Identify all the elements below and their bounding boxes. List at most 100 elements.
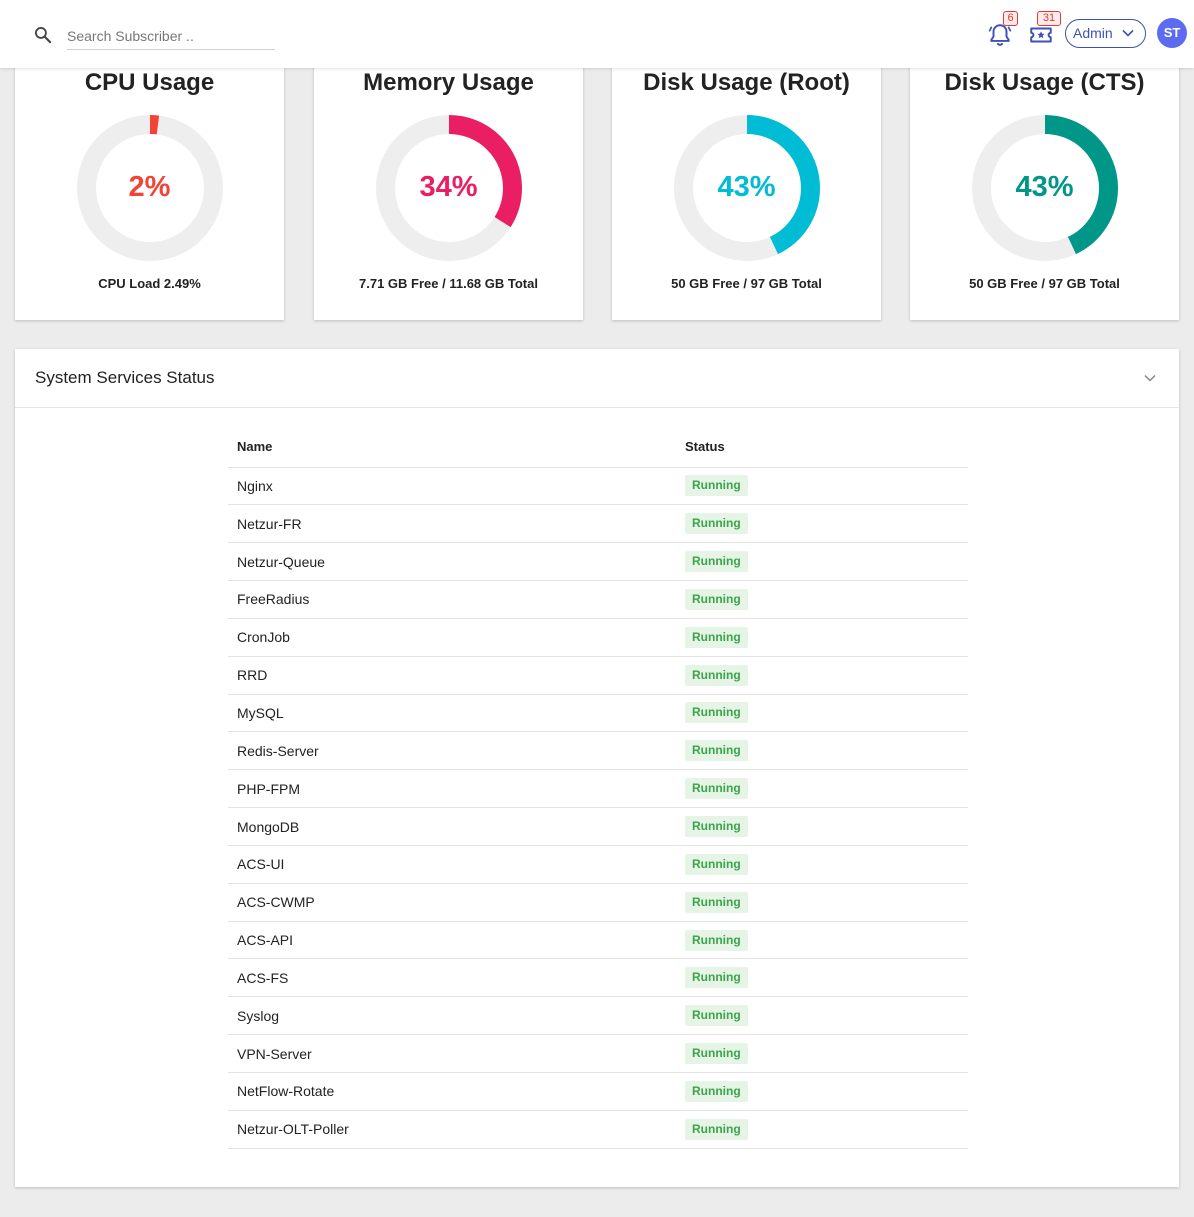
card-title: CPU Usage xyxy=(84,69,215,96)
cpu-usage-card: CPU Usage 2% CPU Load 2.49% xyxy=(15,50,284,320)
service-name: Netzur-FR xyxy=(228,504,676,544)
role-dropdown-button[interactable]: Admin xyxy=(1065,19,1146,48)
card-subtitle: 50 GB Free / 97 GB Total xyxy=(969,276,1120,291)
status-badge: Running xyxy=(685,929,748,951)
status-badge: Running xyxy=(685,740,748,762)
service-name: Redis-Server xyxy=(228,731,676,771)
disk-cts-usage-card: Disk Usage (CTS) 43% 50 GB Free / 97 GB … xyxy=(910,50,1179,320)
service-status-cell: Running xyxy=(676,467,968,506)
tickets-count-badge: 31 xyxy=(1037,11,1061,26)
system-services-panel: System Services Status Name Status Nginx… xyxy=(15,349,1179,1187)
service-name: ACS-API xyxy=(228,921,676,960)
service-status-cell: Running xyxy=(676,1072,968,1111)
table-row: Redis-Server Running xyxy=(228,731,968,771)
services-table: Name Status Nginx Running Netzur-FR Running… xyxy=(228,427,968,1149)
service-status-cell: Running xyxy=(676,807,968,846)
gauge-arc xyxy=(674,115,820,261)
status-badge: Running xyxy=(685,816,748,838)
table-row: CronJob Running xyxy=(228,618,968,657)
status-badge: Running xyxy=(685,702,748,724)
gauge-value: 34% xyxy=(419,171,478,203)
status-badge: Running xyxy=(685,778,748,800)
memory-usage-card: Memory Usage 34% 7.71 GB Free / 11.68 GB… xyxy=(314,50,583,320)
gauge-arc xyxy=(77,115,223,261)
table-row: ACS-FS Running xyxy=(228,958,968,998)
panel-title: System Services Status xyxy=(35,368,215,387)
service-name: MongoDB xyxy=(228,807,676,846)
status-badge: Running xyxy=(685,475,748,497)
column-header-status: Status xyxy=(676,427,968,468)
service-status-cell: Running xyxy=(676,883,968,922)
table-row: MongoDB Running xyxy=(228,807,968,846)
table-row: RRD Running xyxy=(228,656,968,695)
gauge-arc xyxy=(376,115,522,261)
service-name: Nginx xyxy=(228,467,676,506)
tickets-icon[interactable] xyxy=(1028,22,1054,48)
role-label: Admin xyxy=(1073,25,1113,41)
disk-root-usage-card: Disk Usage (Root) 43% 50 GB Free / 97 GB… xyxy=(612,50,881,320)
table-row: MySQL Running xyxy=(228,694,968,733)
avatar[interactable]: ST xyxy=(1157,18,1187,48)
service-name: CronJob xyxy=(228,618,676,657)
column-header-name: Name xyxy=(228,427,676,468)
disk-cts-usage-gauge xyxy=(972,115,1118,261)
service-status-cell: Running xyxy=(676,504,968,544)
service-name: ACS-CWMP xyxy=(228,883,676,922)
card-title: Memory Usage xyxy=(363,69,534,96)
table-row: Netzur-FR Running xyxy=(228,504,968,544)
panel-header[interactable]: System Services Status xyxy=(15,349,1179,408)
service-status-cell: Running xyxy=(676,1110,968,1149)
service-name: PHP-FPM xyxy=(228,769,676,809)
search-input[interactable] xyxy=(67,22,275,50)
status-badge: Running xyxy=(685,1043,748,1065)
status-badge: Running xyxy=(685,588,748,610)
service-status-cell: Running xyxy=(676,769,968,809)
notifications-count-badge: 6 xyxy=(1003,11,1018,26)
chevron-down-icon[interactable] xyxy=(1143,371,1157,385)
status-badge: Running xyxy=(685,891,748,913)
service-status-cell: Running xyxy=(676,731,968,771)
table-row: ACS-CWMP Running xyxy=(228,883,968,922)
service-status-cell: Running xyxy=(676,580,968,619)
service-status-cell: Running xyxy=(676,694,968,733)
memory-usage-gauge xyxy=(376,115,522,261)
notifications-bell-icon[interactable] xyxy=(987,22,1013,48)
service-status-cell: Running xyxy=(676,542,968,582)
service-status-cell: Running xyxy=(676,921,968,960)
cpu-usage-gauge xyxy=(77,115,223,261)
card-title: Disk Usage (CTS) xyxy=(944,69,1145,96)
table-row: NetFlow-Rotate Running xyxy=(228,1072,968,1111)
service-name: Syslog xyxy=(228,996,676,1036)
search-icon[interactable] xyxy=(33,25,53,45)
card-subtitle: CPU Load 2.49% xyxy=(98,276,201,291)
top-bar: 6 31 Admin ST xyxy=(0,0,1194,68)
service-status-cell: Running xyxy=(676,958,968,998)
table-header-row: Name Status xyxy=(228,427,968,468)
table-row: FreeRadius Running xyxy=(228,580,968,619)
disk-root-usage-gauge xyxy=(674,115,820,261)
service-name: ACS-UI xyxy=(228,845,676,884)
status-badge: Running xyxy=(685,664,748,686)
status-badge: Running xyxy=(685,1080,748,1102)
gauge-arc xyxy=(972,115,1118,261)
gauge-value: 43% xyxy=(717,171,776,203)
status-badge: Running xyxy=(685,626,748,648)
table-row: Netzur-OLT-Poller Running xyxy=(228,1110,968,1149)
service-name: VPN-Server xyxy=(228,1034,676,1073)
table-row: Syslog Running xyxy=(228,996,968,1036)
chevron-down-icon xyxy=(1122,29,1134,37)
table-row: ACS-API Running xyxy=(228,921,968,960)
service-name: Netzur-Queue xyxy=(228,542,676,582)
table-row: Nginx Running xyxy=(228,467,968,506)
service-status-cell: Running xyxy=(676,1034,968,1073)
service-status-cell: Running xyxy=(676,845,968,884)
status-badge: Running xyxy=(685,1118,748,1140)
service-name: NetFlow-Rotate xyxy=(228,1072,676,1111)
card-subtitle: 7.71 GB Free / 11.68 GB Total xyxy=(359,276,538,291)
service-name: FreeRadius xyxy=(228,580,676,619)
card-title: Disk Usage (Root) xyxy=(643,69,850,96)
status-badge: Running xyxy=(685,551,748,573)
service-name: RRD xyxy=(228,656,676,695)
service-name: MySQL xyxy=(228,694,676,733)
table-row: Netzur-Queue Running xyxy=(228,542,968,582)
